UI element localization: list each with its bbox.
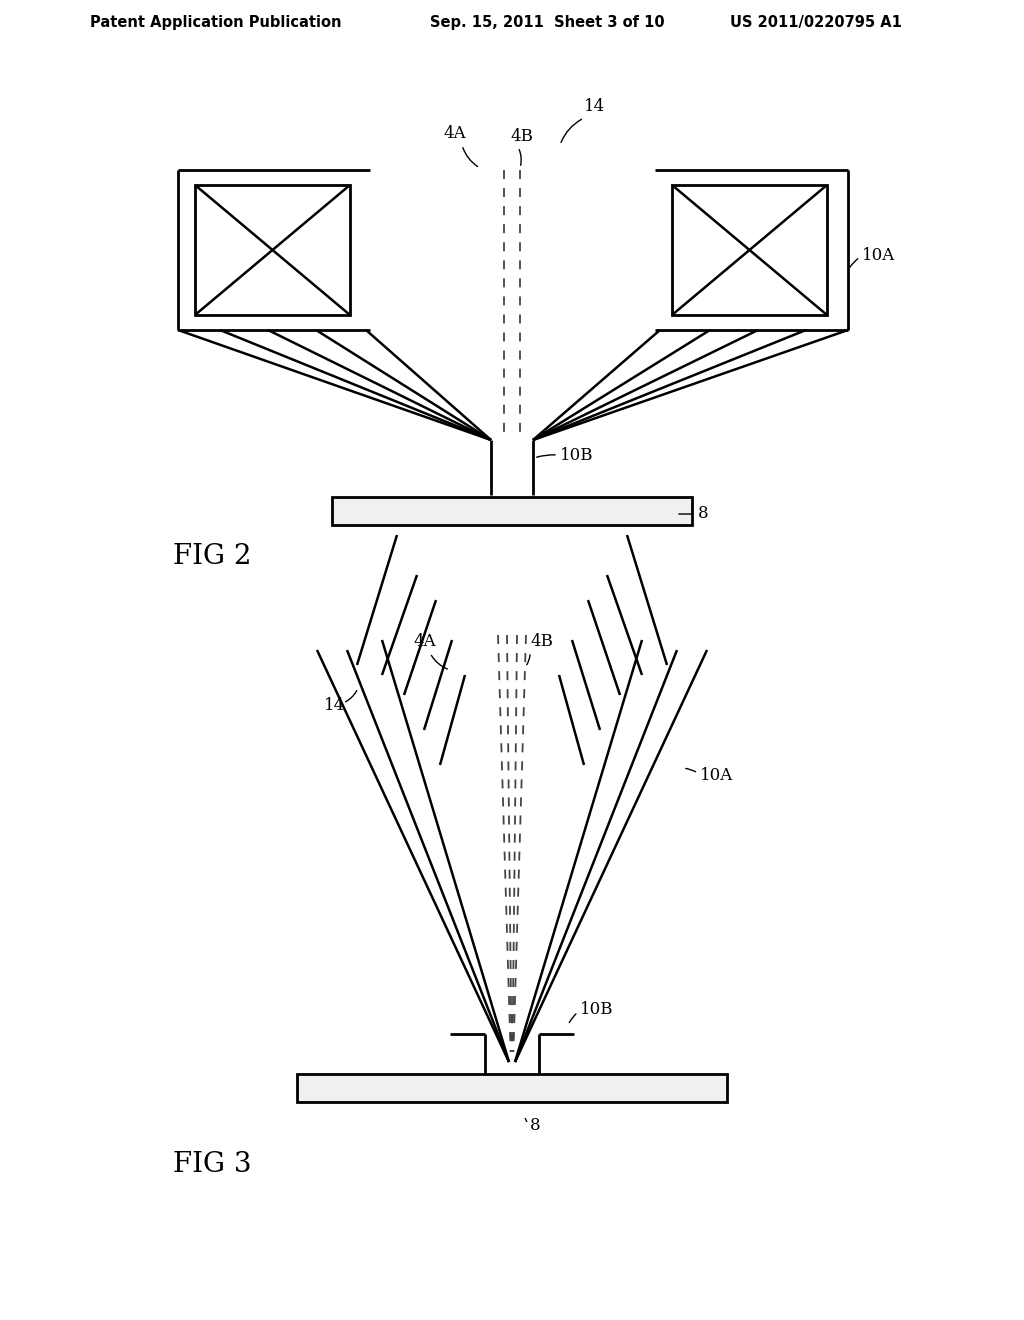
Text: 10B: 10B <box>580 1002 613 1019</box>
Text: FIG 3: FIG 3 <box>173 1151 252 1179</box>
Text: FIG 2: FIG 2 <box>173 543 252 569</box>
Text: 14: 14 <box>325 697 346 714</box>
Text: 4B: 4B <box>510 128 532 145</box>
Text: 8: 8 <box>698 506 709 523</box>
Text: 14: 14 <box>585 98 605 115</box>
Text: 8: 8 <box>530 1117 541 1134</box>
Bar <box>672 185 827 315</box>
Text: 4B: 4B <box>530 634 553 649</box>
Text: US 2011/0220795 A1: US 2011/0220795 A1 <box>730 15 902 29</box>
Text: 4A: 4A <box>414 634 436 649</box>
Text: 10A: 10A <box>700 767 733 784</box>
Text: 10A: 10A <box>862 247 895 264</box>
Text: Sep. 15, 2011  Sheet 3 of 10: Sep. 15, 2011 Sheet 3 of 10 <box>430 15 665 29</box>
Bar <box>297 1074 727 1102</box>
Text: Patent Application Publication: Patent Application Publication <box>90 15 341 29</box>
Bar <box>195 185 350 315</box>
Text: 4A: 4A <box>443 125 466 143</box>
Bar <box>332 498 692 525</box>
Text: 10B: 10B <box>560 446 594 463</box>
